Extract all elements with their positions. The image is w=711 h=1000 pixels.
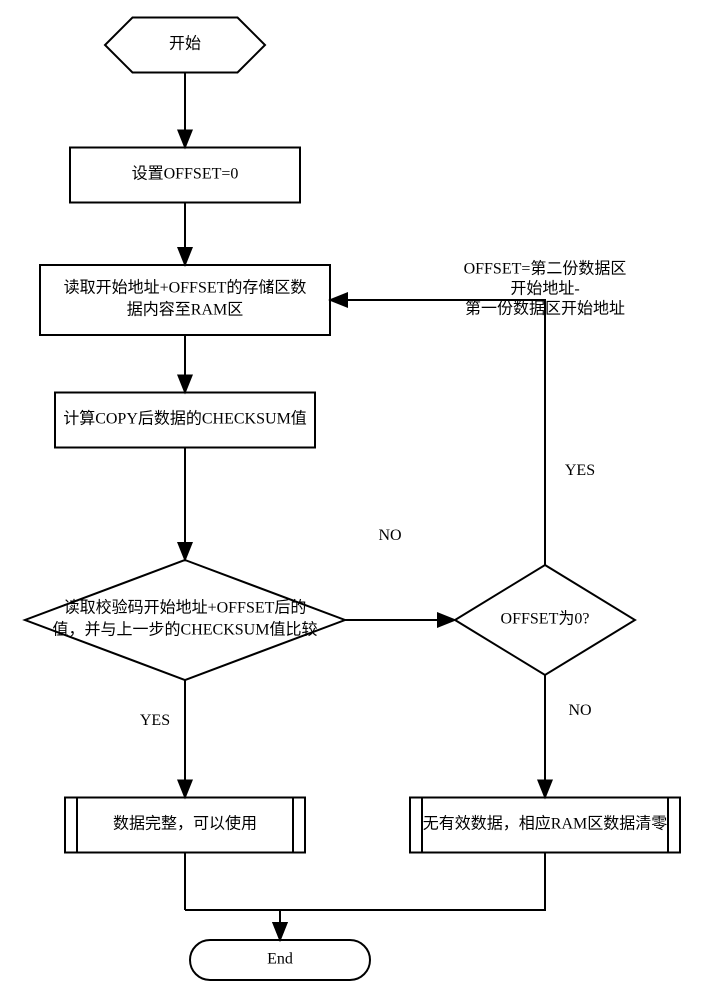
svg-text:NO: NO	[378, 527, 401, 544]
svg-text:YES: YES	[565, 462, 595, 479]
svg-text:数据完整，可以使用: 数据完整，可以使用	[113, 815, 257, 833]
svg-text:End: End	[267, 951, 293, 968]
svg-text:读取校验码开始地址+OFFSET后的: 读取校验码开始地址+OFFSET后的	[64, 599, 307, 617]
svg-text:无有效数据，相应RAM区数据清零: 无有效数据，相应RAM区数据清零	[423, 814, 667, 833]
svg-text:开始: 开始	[169, 35, 201, 53]
svg-text:OFFSET=第二份数据区: OFFSET=第二份数据区	[464, 260, 627, 278]
svg-text:计算COPY后数据的CHECKSUM值: 计算COPY后数据的CHECKSUM值	[63, 409, 307, 428]
svg-text:开始地址-: 开始地址-	[510, 280, 579, 298]
svg-text:NO: NO	[568, 702, 591, 719]
svg-text:OFFSET为0?: OFFSET为0?	[501, 610, 590, 628]
svg-text:设置OFFSET=0: 设置OFFSET=0	[132, 165, 239, 183]
svg-text:读取开始地址+OFFSET的存储区数: 读取开始地址+OFFSET的存储区数	[64, 279, 307, 297]
svg-text:据内容至RAM区: 据内容至RAM区	[127, 301, 243, 319]
svg-text:YES: YES	[140, 712, 170, 729]
svg-text:值，并与上一步的CHECKSUM值比较: 值，并与上一步的CHECKSUM值比较	[53, 621, 318, 639]
